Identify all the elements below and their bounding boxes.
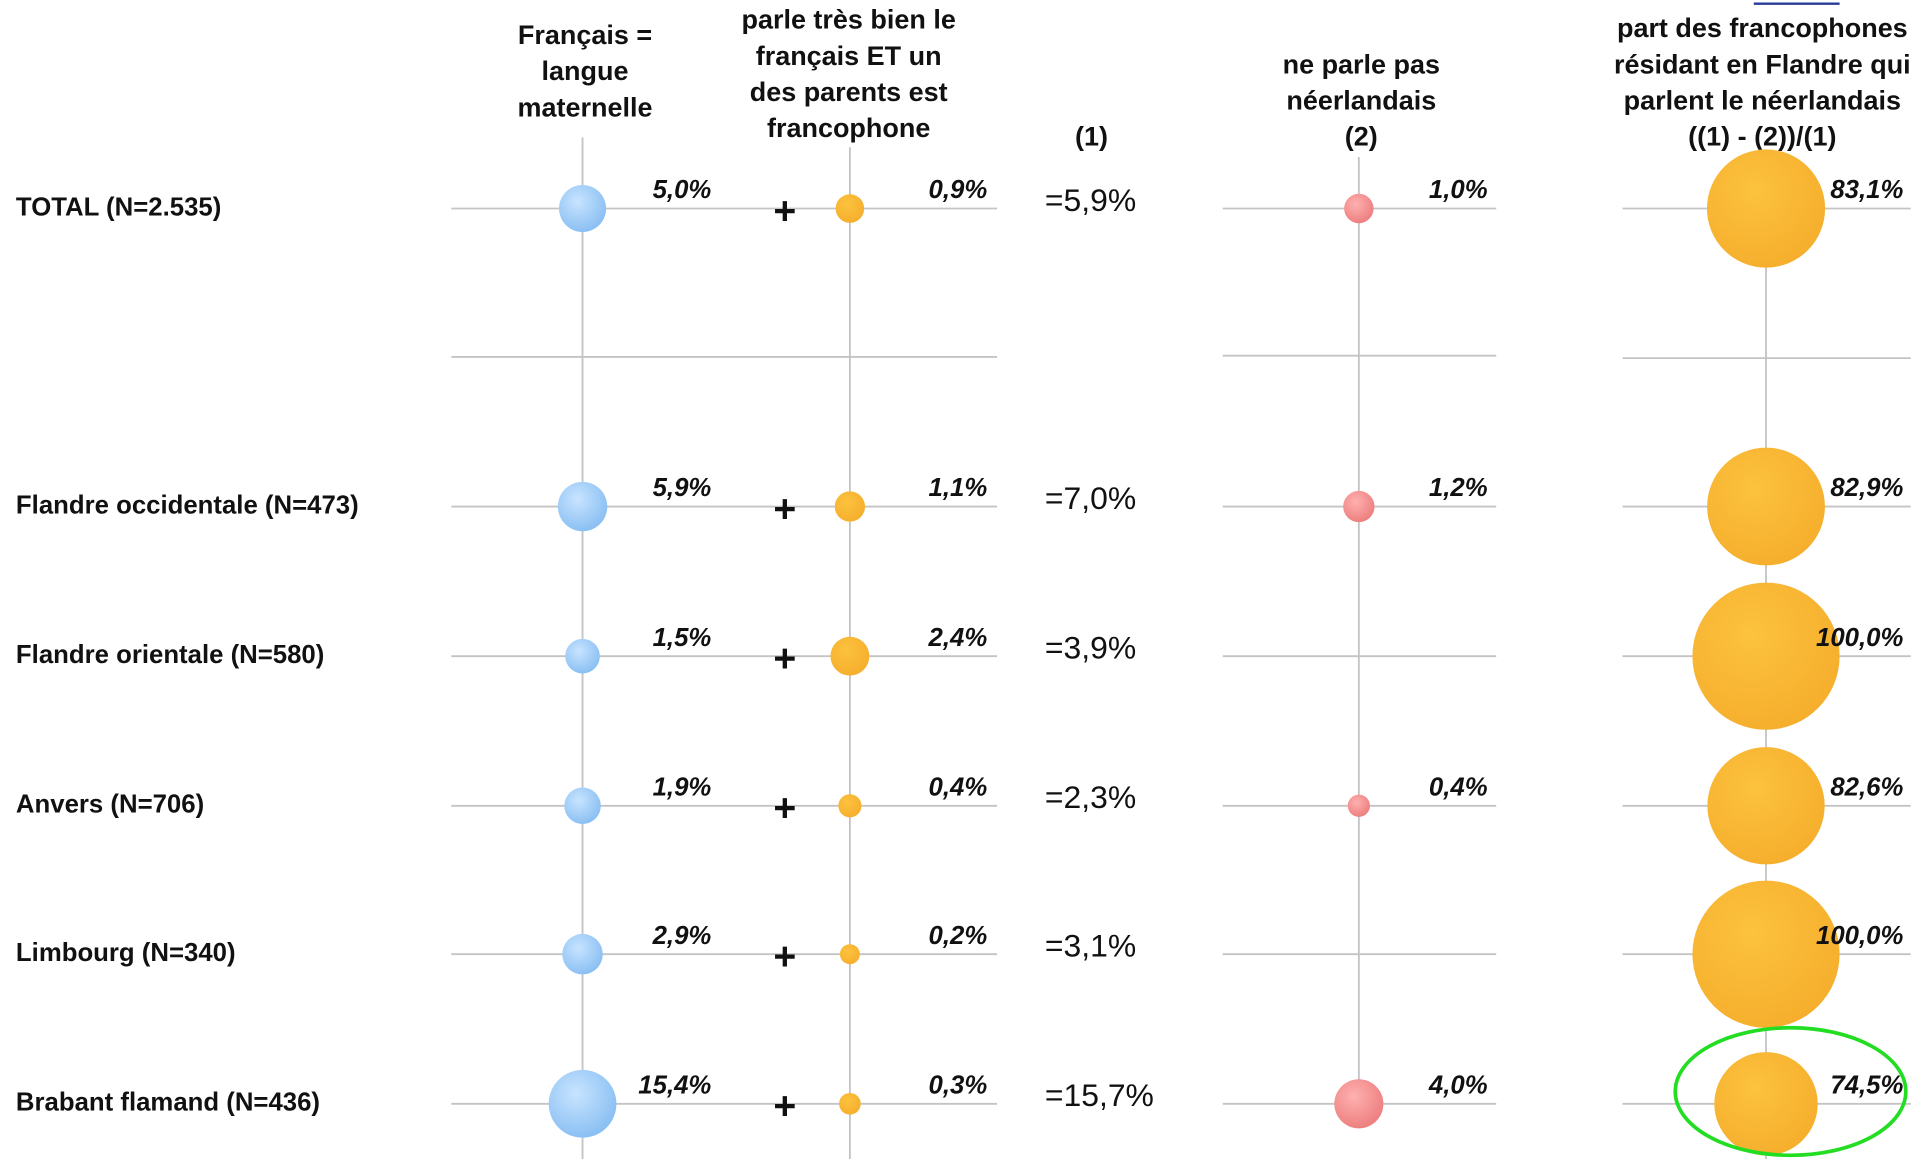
bubble <box>1706 149 1826 268</box>
value-label: 2,4% <box>928 624 988 652</box>
value-label: 5,0% <box>653 176 712 204</box>
column-header: Français = <box>518 20 652 50</box>
bubble <box>1714 1052 1818 1156</box>
value-label: 100,0% <box>1816 922 1903 950</box>
value-label: 74,5% <box>1830 1071 1903 1099</box>
value-label: 1,9% <box>653 773 712 801</box>
sum-label: =15,7% <box>1045 1077 1154 1113</box>
row-label: Brabant flamand (N=436) <box>16 1089 320 1117</box>
bubble <box>1707 447 1825 566</box>
highlight-ellipse <box>1673 1025 1908 1158</box>
bubble <box>564 787 601 825</box>
bubble <box>834 491 866 522</box>
value-label: 0,9% <box>929 176 988 204</box>
value-label: 83,1% <box>1830 176 1903 204</box>
value-label: 2,9% <box>652 922 712 950</box>
bubble <box>1707 747 1825 865</box>
column-header: parlent le néerlandais <box>1624 86 1901 116</box>
value-label: 82,6% <box>1830 773 1903 801</box>
column-header: ((1) - (2))/(1) <box>1688 122 1836 152</box>
bubble <box>839 1092 861 1115</box>
value-label: 1,5% <box>653 624 712 652</box>
bubble <box>548 1069 617 1138</box>
row-label: Flandre occidentale (N=473) <box>16 491 359 519</box>
row-label: TOTAL (N=2.535) <box>16 193 221 221</box>
sum-label: =7,0% <box>1045 480 1136 516</box>
plus-sign: + <box>773 189 796 233</box>
sum-label: =3,1% <box>1045 927 1136 963</box>
value-label: 0,3% <box>929 1071 988 1099</box>
column-header: (2) <box>1345 122 1378 152</box>
bubble <box>562 933 603 975</box>
bubble <box>557 481 608 532</box>
column-header: maternelle <box>518 92 653 122</box>
bubble <box>565 638 600 674</box>
plus-sign: + <box>773 636 796 680</box>
row-label: Limbourg (N=340) <box>16 939 236 967</box>
value-label: 4,0% <box>1428 1071 1488 1099</box>
value-label: 5,9% <box>653 474 712 502</box>
bubble <box>830 636 870 676</box>
column-header: parle très bien le <box>741 5 955 35</box>
plus-sign: + <box>773 786 796 830</box>
column-header: français ET un <box>756 41 942 71</box>
bubble <box>1334 1079 1384 1129</box>
bubble <box>1692 582 1840 730</box>
bubble <box>835 194 865 223</box>
column-header: résidant en Flandre qui <box>1614 49 1911 79</box>
value-label: 82,9% <box>1830 474 1903 502</box>
bubble <box>1343 490 1375 523</box>
value-label: 1,0% <box>1429 176 1488 204</box>
value-label: 15,4% <box>638 1071 711 1099</box>
column-header: francophone <box>767 113 930 143</box>
bubble <box>838 794 862 818</box>
sum-label: =3,9% <box>1045 629 1136 665</box>
row-label: Anvers (N=706) <box>16 791 204 819</box>
column-header: ne parle pas <box>1283 49 1440 79</box>
column-header: néerlandais <box>1286 86 1436 116</box>
value-label: 0,2% <box>929 922 988 950</box>
bubble <box>559 184 607 233</box>
sum-label: =5,9% <box>1045 182 1136 218</box>
column-header: (1) <box>1075 122 1108 152</box>
value-label: 1,2% <box>1429 474 1488 502</box>
row-label: Flandre orientale (N=580) <box>16 641 324 669</box>
plus-sign: + <box>773 487 796 531</box>
bubble <box>1692 880 1840 1028</box>
plus-sign: + <box>773 1084 796 1128</box>
column-header: langue <box>542 56 629 86</box>
column-header: des parents est <box>750 77 948 107</box>
bubble <box>1347 794 1370 817</box>
sum-label: =2,3% <box>1045 779 1136 815</box>
value-label: 100,0% <box>1816 624 1903 652</box>
value-label: 0,4% <box>929 773 988 801</box>
bubble <box>839 944 860 965</box>
plus-sign: + <box>773 934 796 978</box>
value-label: 0,4% <box>1429 773 1488 801</box>
column-header: part des francophones <box>1617 13 1908 43</box>
value-label: 1,1% <box>929 474 988 502</box>
bubble <box>1344 193 1374 224</box>
table-layer: Français = langue maternelle parle très bie… <box>16 5 1911 1159</box>
